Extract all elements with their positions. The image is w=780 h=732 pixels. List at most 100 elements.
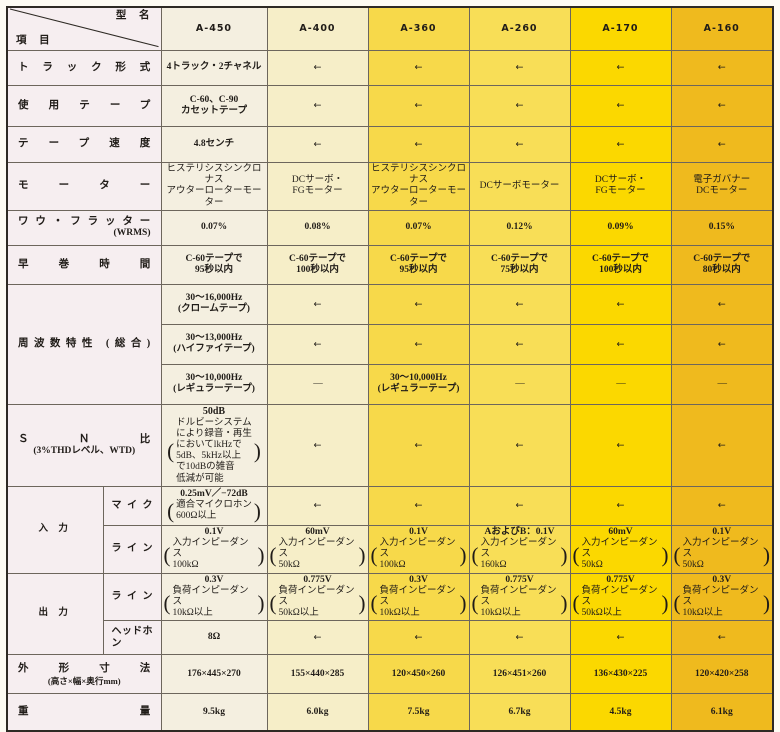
sub-label-headphone: ヘッドホン [102, 620, 162, 656]
cell-weight-a450: 9.5kg [160, 693, 268, 732]
cell-freq-chrome-a160: ← [670, 283, 774, 325]
cell-sn-a400: ← [266, 403, 369, 487]
table-row: ライン 0.1V 入力インピーダンス 100kΩ 60mV 入力インピーダンス … [7, 524, 774, 574]
cell-tape-used-a400: ← [266, 85, 369, 127]
cell-weight-a260: 6.7kg [468, 693, 571, 732]
paren-block: 負荷インピーダンス 50kΩ以上 [573, 586, 669, 620]
table-row: 早巻時間 C-60テープで 95秒以内 C-60テープで 100秒以内 C-60… [6, 244, 774, 285]
table-row: Ｓ Ｎ 比 (3%THDレベル、WTD) 50dB ドルビーシステム により録音… [6, 403, 774, 487]
cell-motor-a160: 電子ガバナー DCモーター [670, 162, 774, 211]
cell-output-headphone-a450: 8Ω [160, 620, 268, 656]
cell-output-headphone-a170: ← [569, 620, 672, 656]
cell-freq-regular-a450: 30〜10,000Hz (レギュラーテープ) [160, 363, 268, 405]
cell-track-format-a170: ← [569, 50, 672, 86]
model-header-a450: A-450 [160, 6, 268, 51]
cell-wow-flutter-a160: 0.15% [670, 209, 774, 246]
cell-tape-used-a450: C-60、C-90 カセットテープ [160, 85, 268, 127]
cell-input-mic-a260: ← [468, 485, 571, 526]
corner-diagonal-cell: 型 名 項 目 [6, 6, 162, 51]
cell-output-headphone-a260: ← [468, 620, 571, 656]
cell-sn-a170: ← [569, 403, 672, 487]
cell-freq-chrome-a400: ← [266, 283, 369, 325]
cell-freq-hifi-a160: ← [670, 323, 774, 365]
model-header-a360: A-360 [367, 6, 470, 51]
table-row: 使用テープ C-60、C-90 カセットテープ ← ← ← ← ← [6, 85, 774, 127]
paren-block: 入力インピーダンス 100kΩ [371, 538, 467, 572]
cell-output-line-a160: 0.3V 負荷インピーダンス 10kΩ以上 [670, 572, 774, 622]
cell-track-format-a400: ← [266, 50, 369, 86]
cell-input-mic-a400: ← [266, 485, 369, 526]
header-row: 型 名 項 目 A-450 A-400 A-360 A-260 A-170 A-… [6, 6, 774, 51]
spec-sheet: 型 名 項 目 A-450 A-400 A-360 A-260 A-170 A-… [0, 0, 780, 661]
cell-input-line-a400: 60mV 入力インピーダンス 50kΩ [266, 524, 369, 574]
cell-wow-flutter-a170: 0.09% [569, 209, 672, 246]
cell-fast-wind-a160: C-60テープで 80秒以内 [670, 244, 774, 285]
cell-fast-wind-a400: C-60テープで 100秒以内 [266, 244, 369, 285]
cell-input-line-a260: AおよびB：0.1V 入力インピーダンス 160kΩ [468, 524, 571, 574]
cell-input-mic-a160: ← [670, 485, 774, 526]
model-header-a160: A-160 [670, 6, 774, 51]
cell-freq-hifi-a450: 30〜13,000Hz (ハイファイテープ) [160, 323, 268, 365]
table-row: ワウ・フラッター (WRMS) 0.07% 0.08% 0.07% 0.12% … [6, 209, 774, 246]
cell-tape-speed-a160: ← [670, 126, 774, 163]
sn-paren-block: ドルビーシステム により録音・再生 においてlkHzで 5dB、5kHz以上 で… [167, 418, 261, 485]
cell-freq-regular-a400: — [266, 363, 369, 405]
sub-label-mic: マイク [102, 485, 162, 526]
cell-input-line-a160: 0.1V 入力インピーダンス 50kΩ [670, 524, 774, 574]
paren-block: 負荷インピーダンス 10kΩ以上 [674, 586, 771, 620]
cell-tape-used-a260: ← [468, 85, 571, 127]
sub-label-input-line: ライン [102, 524, 162, 574]
paren-block: 入力インピーダンス 50kΩ [674, 538, 771, 572]
cell-wow-flutter-a400: 0.08% [266, 209, 369, 246]
paren-block: 負荷インピーダンス 10kΩ以上 [472, 586, 568, 620]
cell-weight-a160: 6.1kg [670, 693, 774, 732]
cell-input-mic-a360: ← [367, 485, 470, 526]
paren-block: 負荷インピーダンス 10kΩ以上 [371, 586, 467, 620]
cell-input-line-a450: 0.1V 入力インピーダンス 100kΩ [160, 524, 268, 574]
cell-freq-regular-a170: — [569, 363, 672, 405]
row-label-sn-ratio: Ｓ Ｎ 比 (3%THDレベル、WTD) [6, 403, 162, 487]
table-row: 出 力 ライン 0.3V 負荷インピーダンス 10kΩ以上 0.775V 負荷イ… [6, 572, 774, 656]
cell-tape-used-a160: ← [670, 85, 774, 127]
cell-output-line-a400: 0.775V 負荷インピーダンス 50kΩ以上 [266, 572, 369, 622]
paren-block: 負荷インピーダンス 10kΩ以上 [164, 586, 265, 620]
cell-wow-flutter-a260: 0.12% [468, 209, 571, 246]
cell-tape-used-a170: ← [569, 85, 672, 127]
cell-tape-speed-a450: 4.8センチ [160, 126, 268, 163]
cell-tape-used-a360: ← [367, 85, 470, 127]
corner-models-label: 型 名 [115, 10, 155, 21]
row-label-output: 出 力 [6, 572, 104, 656]
cell-output-headphone-a400: ← [266, 620, 369, 656]
row-label-frequency-response: 周波数特性 (総合) [6, 283, 162, 405]
table-row: 周波数特性 (総合) 30〜16,000Hz (クロームテープ) ← ← ← ←… [6, 283, 774, 405]
cell-output-line-a170: 0.775V 負荷インピーダンス 50kΩ以上 [569, 572, 672, 622]
paren-block: 入力インピーダンス 100kΩ [164, 538, 265, 572]
table-row: ヘッドホン 8Ω ← ← ← ← ← [7, 620, 774, 656]
table-row: モーター ヒステリシスシンクロナス アウターローターモーター DCサーボ・ FG… [6, 162, 774, 211]
cell-wow-flutter-a450: 0.07% [160, 209, 268, 246]
cell-weight-a170: 4.5kg [569, 693, 672, 732]
cell-fast-wind-a450: C-60テープで 95秒以内 [160, 244, 268, 285]
cell-motor-a400: DCサーボ・ FGモーター [266, 162, 369, 211]
cell-track-format-a160: ← [670, 50, 774, 86]
cell-sn-a450: 50dB ドルビーシステム により録音・再生 においてlkHzで 5dB、5kH… [160, 403, 268, 487]
model-header-a400: A-400 [266, 6, 369, 51]
paren-block: 入力インピーダンス 160kΩ [472, 538, 568, 572]
cell-fast-wind-a360: C-60テープで 95秒以内 [367, 244, 470, 285]
specification-table: 型 名 項 目 A-450 A-400 A-360 A-260 A-170 A-… [6, 6, 774, 732]
cell-freq-hifi-a260: ← [468, 323, 571, 365]
row-label-motor: モーター [6, 162, 162, 211]
sub-label-output-line: ライン [102, 572, 162, 622]
table-row: トラック形式 4トラック・2チャネル ← ← ← ← ← [6, 50, 774, 86]
cell-freq-chrome-a360: ← [367, 283, 470, 325]
row-label-wow-flutter: ワウ・フラッター (WRMS) [6, 209, 162, 246]
cell-input-line-a170: 60mV 入力インピーダンス 50kΩ [569, 524, 672, 574]
cell-sn-a160: ← [670, 403, 774, 487]
table-row: 入 力 マイク 0.25mV／−72dB 適合マイクロホン 600Ω以上 ← ←… [6, 485, 774, 574]
cell-output-line-a260: 0.775V 負荷インピーダンス 10kΩ以上 [468, 572, 571, 622]
cell-freq-regular-a360: 30〜10,000Hz (レギュラーテープ) [367, 363, 470, 405]
cell-freq-hifi-a360: ← [367, 323, 470, 365]
cell-track-format-a450: 4トラック・2チャネル [160, 50, 268, 86]
cell-input-line-a360: 0.1V 入力インピーダンス 100kΩ [367, 524, 470, 574]
cell-motor-a360: ヒステリシスシンクロナス アウターローターモーター [367, 162, 470, 211]
